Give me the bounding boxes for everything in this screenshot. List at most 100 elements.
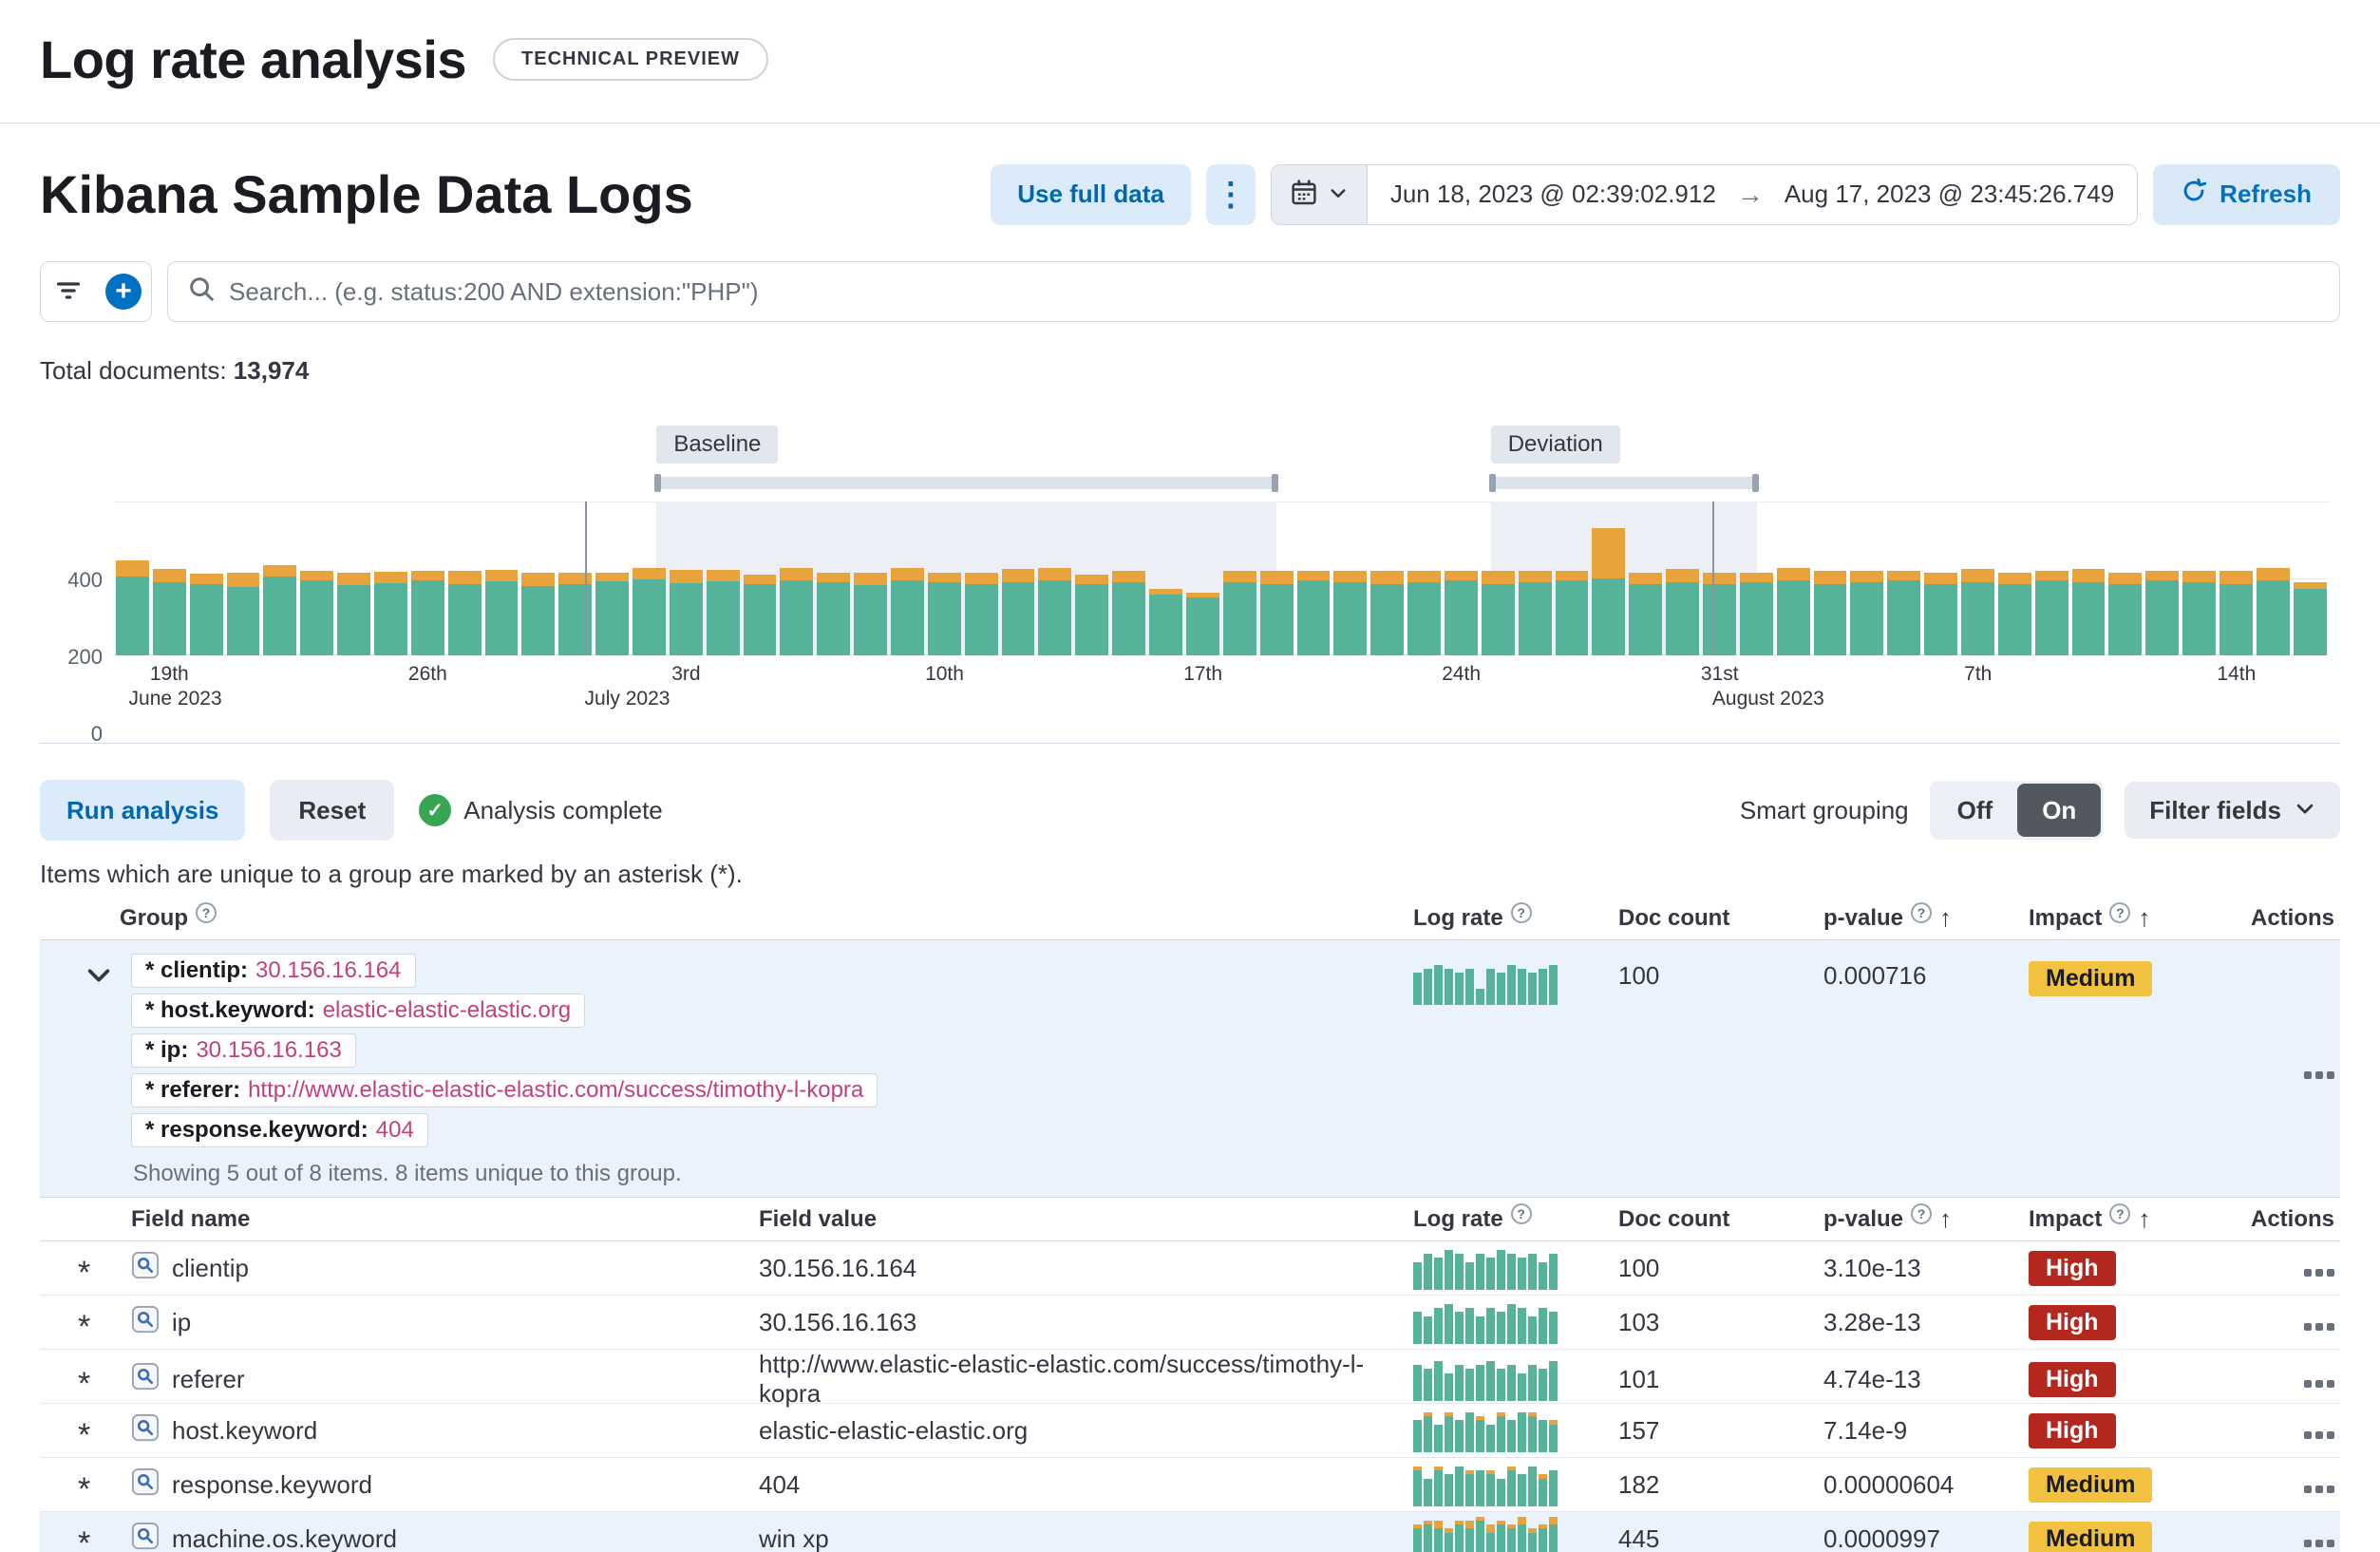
histogram-bar[interactable] [227,573,260,655]
table-row[interactable]: * response.keyword 404 182 0.00000604 Me… [40,1458,2340,1512]
histogram-bar[interactable] [817,573,850,655]
histogram-bar[interactable] [1961,569,1994,655]
col-p-value[interactable]: p-value?↑ [1804,903,2010,933]
histogram-bar[interactable] [1519,571,1552,655]
histogram-bar[interactable] [1924,573,1957,655]
histogram-bar[interactable] [485,570,519,655]
table-row[interactable]: * referer http://www.elastic-elastic-ela… [40,1350,2340,1404]
date-quick-select-button[interactable] [1272,165,1368,224]
histogram-bar[interactable] [891,568,924,655]
histogram-bar[interactable] [1666,569,1699,655]
histogram-bar[interactable] [1740,573,1773,655]
histogram-bar[interactable] [1407,571,1441,655]
col-p-value[interactable]: p-value?↑ [1804,1204,2010,1234]
histogram-bar[interactable] [263,565,296,655]
sampling-options-button[interactable]: ⋮ [1206,164,1256,225]
baseline-brush[interactable] [656,477,1276,489]
actions-icon[interactable] [2304,1380,2334,1388]
smart-grouping-on-button[interactable]: On [2017,784,2101,837]
histogram-bar[interactable] [1777,568,1810,655]
histogram-bar[interactable] [116,560,149,655]
histogram-bar[interactable] [1260,571,1294,655]
histogram-bar[interactable] [1629,573,1662,655]
actions-icon[interactable] [2304,1540,2334,1547]
filter-button[interactable] [41,262,96,321]
histogram-bar[interactable] [558,573,592,655]
col-doc-count[interactable]: Doc count [1599,905,1804,932]
histogram-bar[interactable] [1186,593,1219,655]
histogram-bar[interactable] [1333,571,1367,655]
actions-icon[interactable] [2304,1269,2334,1277]
question-icon: ? [1911,902,1932,923]
histogram-bar[interactable] [2182,571,2216,655]
table-row[interactable]: * machine.os.keyword win xp 445 0.000099… [40,1512,2340,1552]
histogram-bar[interactable] [2072,569,2106,655]
histogram-bar[interactable] [1482,571,1515,655]
deviation-brush[interactable] [1491,477,1757,489]
histogram-bar[interactable] [1850,571,1883,655]
histogram-bar[interactable] [521,573,555,655]
add-filter-button[interactable]: + [96,262,151,321]
histogram-bar[interactable] [190,574,223,655]
histogram-bar[interactable] [2145,571,2179,655]
histogram-bar[interactable] [670,570,703,655]
group-row[interactable]: * clientip:30.156.16.164* host.keyword:e… [40,940,2340,1198]
search-input[interactable] [229,277,2320,307]
actions-icon[interactable] [2304,1486,2334,1493]
actions-icon[interactable] [2304,1071,2334,1079]
histogram-bar[interactable] [337,573,370,655]
histogram-bar[interactable] [707,570,740,655]
histogram-bar[interactable] [1814,571,1847,655]
histogram-bar[interactable] [744,575,777,655]
date-range-picker: Jun 18, 2023 @ 02:39:02.912 → Aug 17, 20… [1271,164,2138,225]
histogram-bar[interactable] [1445,571,1478,655]
col-doc-count[interactable]: Doc count [1599,1206,1804,1233]
histogram-bar[interactable] [1887,571,1920,655]
histogram-bar[interactable] [1592,528,1625,655]
table-row[interactable]: * host.keyword elastic-elastic-elastic.o… [40,1404,2340,1458]
col-impact[interactable]: Impact?↑ [2010,903,2219,933]
histogram-bar[interactable] [633,568,666,655]
refresh-button[interactable]: Refresh [2153,164,2340,225]
histogram-bar[interactable] [374,572,407,655]
histogram-bar[interactable] [1002,569,1035,655]
end-date[interactable]: Aug 17, 2023 @ 23:45:26.749 [1785,180,2114,209]
histogram-bar[interactable] [1223,571,1256,655]
table-row[interactable]: * ip 30.156.16.163 103 3.28e-13 High [40,1296,2340,1350]
histogram-bar[interactable] [854,573,887,655]
histogram-bar[interactable] [780,568,813,655]
histogram-bar[interactable] [595,573,629,655]
histogram-bar[interactable] [1297,571,1331,655]
histogram-bar[interactable] [1370,571,1404,655]
table-row[interactable]: * clientip 30.156.16.164 100 3.10e-13 Hi… [40,1241,2340,1296]
histogram-bar[interactable] [1998,573,2031,655]
use-full-data-button[interactable]: Use full data [991,164,1191,225]
run-analysis-button[interactable]: Run analysis [40,780,245,841]
histogram-bar[interactable] [2219,571,2253,655]
actions-icon[interactable] [2304,1431,2334,1439]
histogram-bar[interactable] [411,571,444,655]
start-date[interactable]: Jun 18, 2023 @ 02:39:02.912 [1390,180,1716,209]
histogram-bar[interactable] [928,573,961,655]
col-impact[interactable]: Impact?↑ [2010,1204,2219,1234]
histogram-bar[interactable] [1075,575,1108,655]
collapse-group-button[interactable] [40,954,120,993]
histogram-bar[interactable] [1149,589,1182,655]
filter-fields-button[interactable]: Filter fields [2125,782,2340,839]
histogram-bar[interactable] [300,571,333,655]
histogram-bar[interactable] [1112,571,1145,655]
histogram-bar[interactable] [153,569,186,655]
actions-icon[interactable] [2304,1323,2334,1331]
histogram-bar[interactable] [1556,571,1589,655]
histogram-bar[interactable] [2108,573,2142,655]
smart-grouping-off-button[interactable]: Off [1933,784,2018,837]
reset-button[interactable]: Reset [270,780,394,841]
histogram-bar[interactable] [2294,582,2327,655]
histogram-bar[interactable] [1038,568,1071,655]
histogram-bar[interactable] [448,571,482,655]
histogram-bar[interactable] [2257,568,2290,655]
histogram-bar[interactable] [1703,573,1736,655]
field-type-icon [131,1413,160,1448]
histogram-bar[interactable] [965,573,998,655]
histogram-bar[interactable] [2035,571,2068,655]
